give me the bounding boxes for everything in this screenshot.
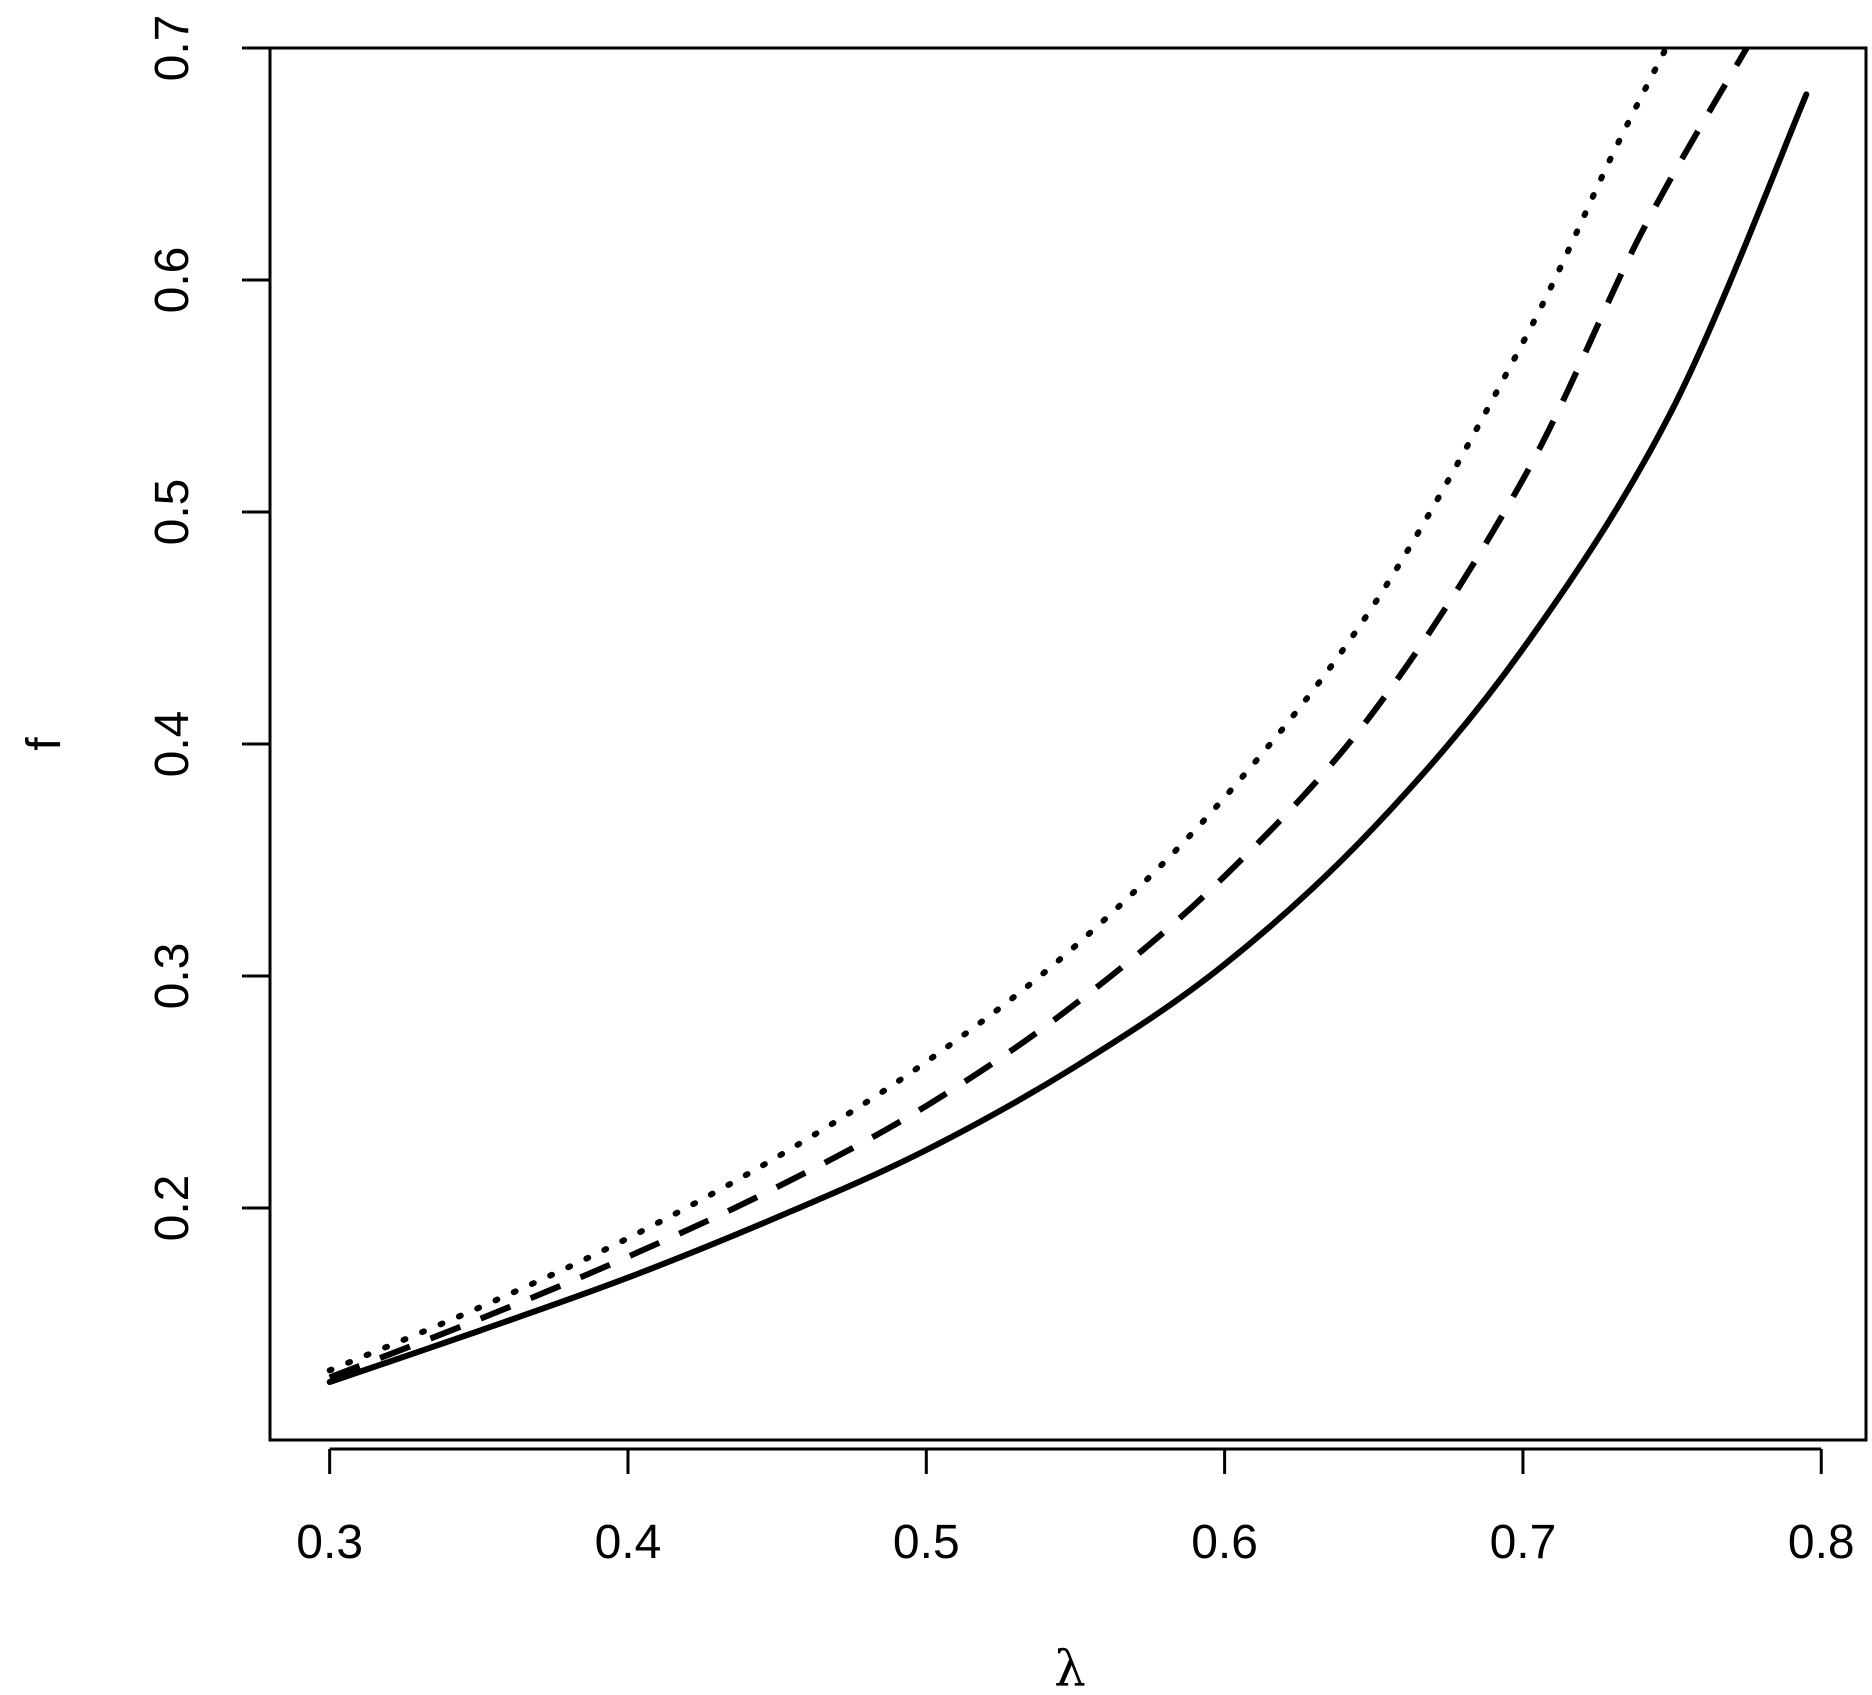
plot-frame [268, 46, 1868, 1442]
y-tick-label: 0.7 [146, 15, 199, 82]
y-tick-label: 0.4 [146, 711, 199, 778]
x-axis-title: λ [1054, 1640, 1086, 1695]
y-tick-label: 0.6 [146, 247, 199, 314]
x-tick-label: 0.4 [595, 1516, 662, 1569]
y-axis-title: f [18, 737, 71, 751]
y-tick-label: 0.3 [146, 943, 199, 1010]
x-tick-label: 0.6 [1191, 1516, 1258, 1569]
series-dotted-line [326, 45, 1670, 1374]
y-tick-label: 0.5 [146, 479, 199, 546]
x-tick-label: 0.8 [1788, 1516, 1855, 1569]
x-tick-label: 0.7 [1490, 1516, 1557, 1569]
y-axis: 0.2 0.3 0.4 0.5 0.6 0.7 [146, 15, 272, 1242]
x-tick-label: 0.3 [296, 1516, 363, 1569]
x-axis: 0.3 0.4 0.5 0.6 0.7 0.8 [296, 1447, 1855, 1569]
series-solid-line [326, 91, 1810, 1385]
x-tick-label: 0.5 [893, 1516, 960, 1569]
series-dashed-line [328, 46, 1750, 1381]
y-tick-label: 0.2 [146, 1175, 199, 1242]
series-layer [326, 45, 1810, 1385]
